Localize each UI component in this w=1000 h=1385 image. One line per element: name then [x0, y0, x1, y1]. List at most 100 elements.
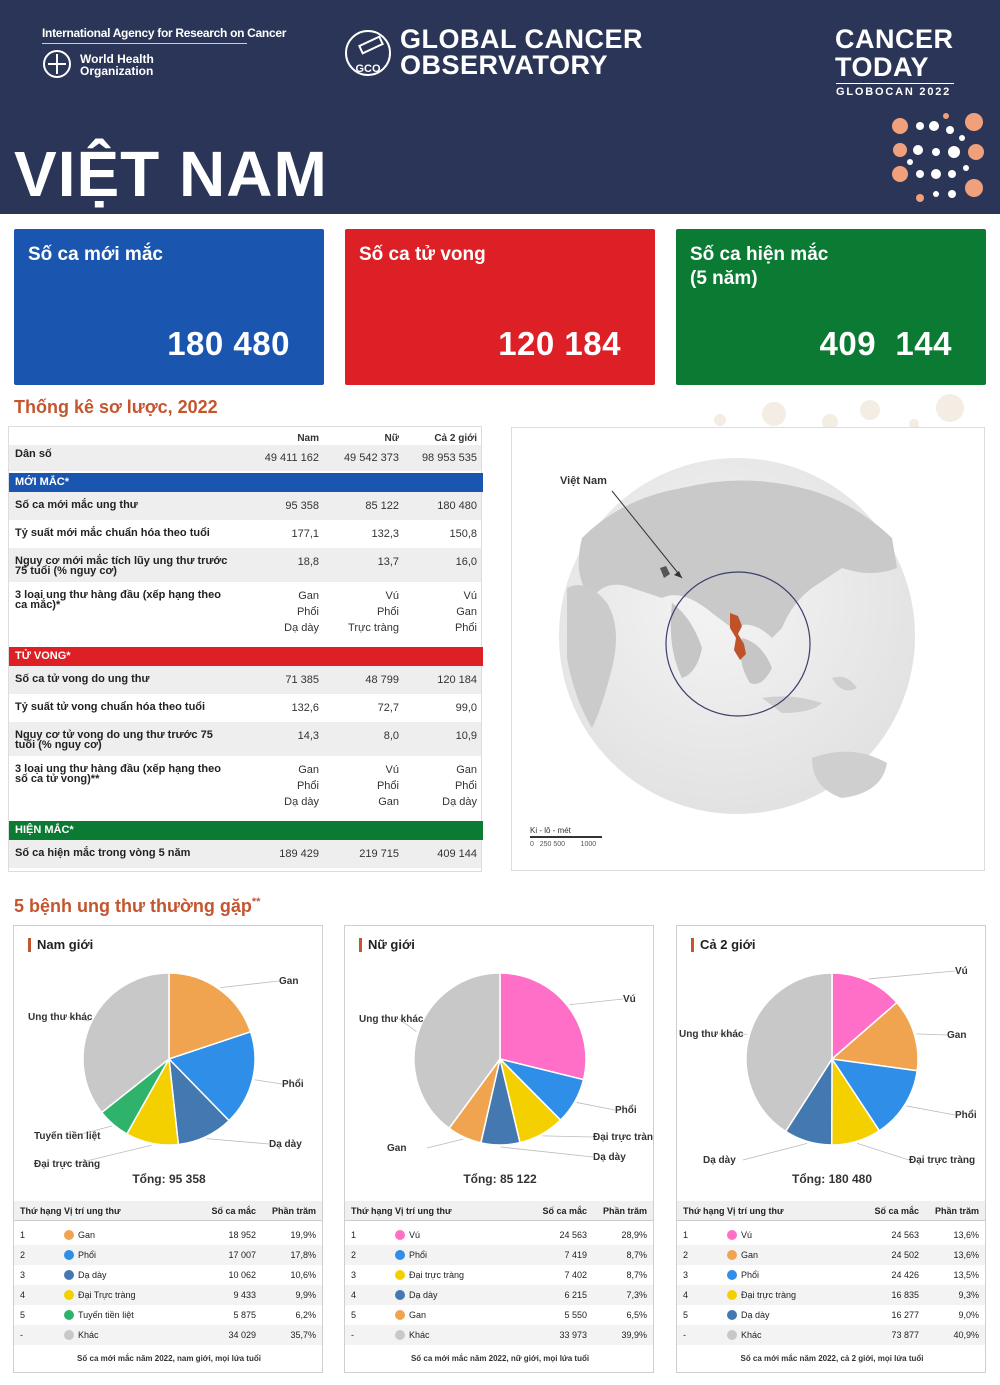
legend-swatch-icon — [395, 1230, 405, 1240]
islands-landmass — [762, 676, 857, 713]
pie-total: Tổng: 95 358 — [132, 1172, 206, 1186]
rank-cell: 2 — [351, 1250, 357, 1260]
col-pct-header: Phần trăm — [271, 1206, 316, 1216]
globe-map: Việt Nam Ki - lô - mét 0 250 500 1000 — [511, 427, 985, 871]
pie-leader-line — [220, 980, 280, 989]
legend-swatch-icon — [64, 1310, 74, 1320]
col-rank-header: Thứ hạng — [20, 1206, 62, 1216]
site-cell: Gan — [78, 1230, 96, 1240]
scale-ticks: 0 250 500 1000 — [530, 841, 596, 848]
table-row: - Khác 34 029 35,7% — [14, 1325, 322, 1345]
table-row: - Khác 33 973 39,9% — [345, 1325, 653, 1345]
who-label-line1: World Health — [80, 52, 154, 66]
pie-leader-line — [206, 1138, 270, 1145]
pie-total: Tổng: 180 480 — [791, 1172, 873, 1186]
pie-leader-line — [500, 1146, 594, 1158]
pie-leader-line — [916, 1033, 948, 1036]
both-value: 180 480 — [437, 500, 477, 512]
top5-title-text: 5 bệnh ung thư thường gặp — [14, 896, 252, 916]
pie-label: Ung thư khác — [28, 1012, 93, 1023]
summary-row: 3 loại ung thư hàng đầu (xếp hạng theo c… — [9, 582, 481, 642]
table-row: 3 Phổi 24 426 13,5% — [677, 1265, 985, 1285]
cancer-today-line2: TODAY — [835, 52, 930, 82]
site-cell: Khác — [409, 1330, 430, 1340]
pie-chart — [67, 972, 283, 1165]
rank-cell: 4 — [20, 1290, 26, 1300]
rank-cell: 5 — [683, 1310, 689, 1320]
table-row: - Khác 73 877 40,9% — [677, 1325, 985, 1345]
legend-swatch-icon — [395, 1290, 405, 1300]
kpi-label: Số ca mới mắc — [28, 244, 163, 265]
region-mark — [660, 566, 670, 578]
pct-cell: 6,5% — [626, 1310, 647, 1320]
pie-label: Ung thư khác — [359, 1014, 424, 1025]
pct-cell: 9,9% — [295, 1290, 316, 1300]
legend-swatch-icon — [727, 1270, 737, 1280]
cases-cell: 16 835 — [891, 1290, 919, 1300]
site-cell: Khác — [78, 1330, 99, 1340]
pie-label: Ung thư khác — [679, 1029, 744, 1040]
site-cell: Tuyến tiền liệt — [78, 1310, 134, 1320]
summary-row: Nguy cơ mới mắc tích lũy ung thư trước 7… — [9, 548, 481, 582]
legend-swatch-icon — [727, 1250, 737, 1260]
table-header-row: Thứ hạng Vị trí ung thư Số ca mắc Phần trăm — [345, 1201, 653, 1221]
pie-label: Vú — [623, 994, 636, 1005]
table-row: 3 Dạ dày 10 062 10,6% — [14, 1265, 322, 1285]
vietnam-highlight — [730, 613, 746, 660]
cases-cell: 5 875 — [233, 1310, 256, 1320]
cases-cell: 24 563 — [559, 1230, 587, 1240]
col-cases-header: Số ca mắc — [211, 1206, 256, 1216]
site-cell: Gan — [741, 1250, 759, 1260]
site-cell: Phổi — [409, 1250, 428, 1260]
cases-cell: 24 563 — [891, 1230, 919, 1240]
pie-label: Đại trực tràng — [593, 1132, 654, 1143]
row-label: Số ca hiện mắc trong vòng 5 năm — [15, 847, 191, 859]
col-rank-header: Thứ hạng — [683, 1206, 725, 1216]
indochina-landmass — [740, 638, 772, 684]
pie-label: Vú — [955, 966, 968, 977]
decorative-bubbles-icon — [714, 394, 964, 430]
pie-leader-line — [73, 1144, 152, 1165]
site-cell: Gan — [409, 1310, 427, 1320]
pie-leader-line — [254, 1079, 283, 1085]
divider — [42, 43, 247, 44]
pie-slice — [830, 1001, 919, 1072]
pie-leader-line — [67, 1016, 90, 1022]
pct-cell: 19,9% — [290, 1230, 316, 1240]
cases-cell: 7 402 — [564, 1270, 587, 1280]
pie-leader-line — [398, 1018, 417, 1032]
leader-line — [611, 490, 683, 579]
col-cases-header: Số ca mắc — [542, 1206, 587, 1216]
kpi-prevalence: Số ca hiện mắc (5 năm) 409 144 — [676, 229, 986, 385]
pct-cell: 35,7% — [290, 1330, 316, 1340]
male-value: 132,6 — [291, 702, 319, 714]
site-cell: Phổi — [78, 1250, 97, 1260]
table-row: 3 Đại trực tràng 7 402 8,7% — [345, 1265, 653, 1285]
pct-cell: 9,0% — [958, 1310, 979, 1320]
row-label: 3 loại ung thư hàng đầu (xếp hạng theo s… — [15, 763, 221, 785]
row-label: Tỷ suất mới mắc chuẩn hóa theo tuổi — [15, 527, 210, 539]
summary-row: Tỷ suất tử vong chuẩn hóa theo tuổi 132,6… — [9, 694, 481, 722]
kpi-value: 180 480 — [167, 325, 290, 362]
pct-cell: 10,6% — [290, 1270, 316, 1280]
table-row: 4 Đại Trực tràng 9 433 9,9% — [14, 1285, 322, 1305]
male-value: 189 429 — [279, 848, 319, 860]
summary-table: Nam Nữ Cả 2 giới Dân số 49 411 162 49 54… — [8, 426, 483, 872]
legend-swatch-icon — [64, 1330, 74, 1340]
cases-cell: 10 062 — [228, 1270, 256, 1280]
pct-cell: 8,7% — [626, 1270, 647, 1280]
pie-label: Gan — [947, 1030, 967, 1041]
pie-label: Dạ dày — [593, 1152, 626, 1163]
rank-cell: 5 — [351, 1310, 357, 1320]
col-site-header: Vị trí ung thư — [64, 1206, 121, 1216]
table-note: Số ca mới mắc năm 2022, nam giới, mọi lứ… — [77, 1354, 261, 1363]
table-row: 2 Phổi 7 419 8,7% — [345, 1245, 653, 1265]
globocan-label: GLOBOCAN 2022 — [836, 86, 952, 98]
pct-cell: 28,9% — [621, 1230, 647, 1240]
male-value: 95 358 — [285, 500, 319, 512]
row-label: Tỷ suất tử vong chuẩn hóa theo tuổi — [15, 701, 206, 713]
male-value: 14,3 — [297, 730, 319, 742]
summary-row: Số ca hiện mắc trong vòng 5 năm 189 429 21… — [9, 840, 481, 868]
female-value: 132,3 — [371, 528, 399, 540]
